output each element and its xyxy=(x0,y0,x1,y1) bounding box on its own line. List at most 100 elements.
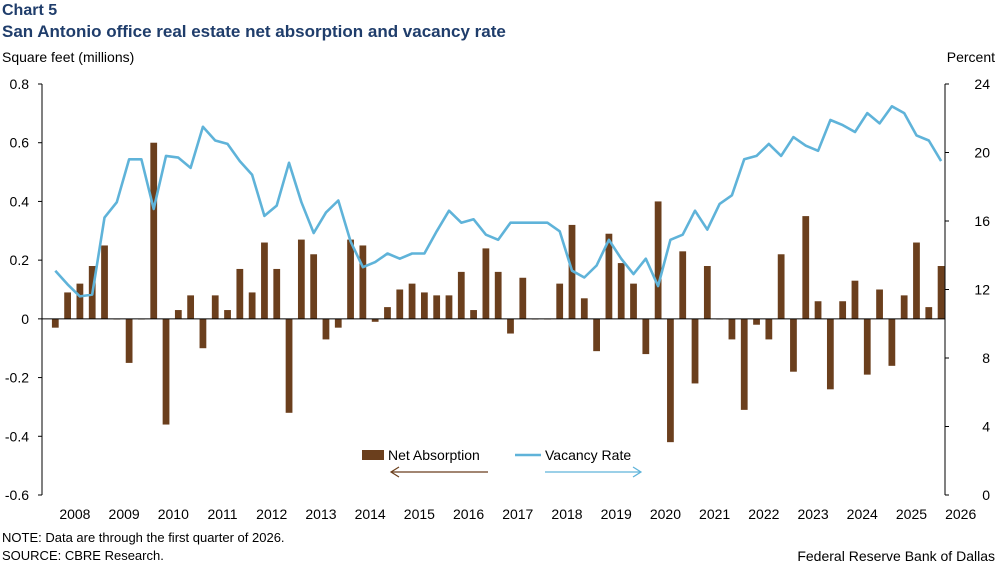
x-tick-label: 2010 xyxy=(158,506,189,522)
left-tick-label: 0.4 xyxy=(10,193,30,209)
net-absorption-bar xyxy=(753,318,760,325)
net-absorption-bar xyxy=(630,283,637,319)
right-tick-label: 0 xyxy=(982,487,990,503)
net-absorption-bar xyxy=(556,283,564,319)
net-absorption-bar xyxy=(248,292,256,319)
net-absorption-bar xyxy=(863,318,871,375)
left-tick-label: 0 xyxy=(21,311,29,327)
left-axis-arrow-icon xyxy=(389,466,488,478)
chart-number: Chart 5 xyxy=(2,2,58,19)
net-absorption-bar xyxy=(261,242,268,319)
net-absorption-bar xyxy=(642,318,650,355)
x-tick-label: 2023 xyxy=(797,506,828,522)
vacancy-rate-series-line xyxy=(54,105,943,298)
net-absorption-bar xyxy=(150,142,158,319)
legend-net-absorption-swatch xyxy=(362,450,384,460)
arrow-head xyxy=(389,466,400,478)
net-absorption-bar xyxy=(691,318,699,384)
left-tick-label: 0.2 xyxy=(10,252,30,268)
left-tick-label: -0.2 xyxy=(5,370,29,386)
net-absorption-bar xyxy=(839,301,847,319)
left-axis-label: Square feet (millions) xyxy=(2,49,135,65)
net-absorption-bar xyxy=(802,216,810,319)
legend-vacancy-rate-label: Vacancy Rate xyxy=(545,447,631,463)
net-absorption-bar xyxy=(913,242,920,319)
net-absorption-bar xyxy=(297,239,305,319)
x-tick-label: 2016 xyxy=(453,506,484,522)
x-tick-label: 2017 xyxy=(502,506,533,522)
net-absorption-bar xyxy=(605,233,613,319)
net-absorption-bar xyxy=(408,283,416,319)
net-absorption-bar xyxy=(236,268,244,319)
arrow-head xyxy=(632,466,643,478)
x-tick-label: 2009 xyxy=(109,506,140,522)
net-absorption-bar xyxy=(187,295,195,319)
credit: Federal Reserve Bank of Dallas xyxy=(797,548,995,564)
net-absorption-bar xyxy=(125,318,133,363)
net-absorption-bar xyxy=(64,292,71,319)
net-absorption-bar xyxy=(322,318,330,340)
net-absorption-bar xyxy=(359,245,367,319)
net-absorption-bar xyxy=(507,318,514,334)
right-tick-label: 4 xyxy=(982,419,990,435)
net-absorption-bar xyxy=(826,318,834,390)
x-tick-label: 2020 xyxy=(650,506,681,522)
x-tick-label: 2025 xyxy=(896,506,927,522)
net-absorption-bar xyxy=(457,271,465,319)
x-tick-label: 2024 xyxy=(847,506,878,522)
net-absorption-bar xyxy=(433,295,441,319)
net-absorption-bar xyxy=(679,251,687,319)
left-tick-label: -0.6 xyxy=(5,487,29,503)
net-absorption-bar xyxy=(740,318,748,410)
net-absorption-bar xyxy=(851,280,859,319)
net-absorption-bar xyxy=(580,298,588,319)
net-absorption-bar xyxy=(310,254,318,319)
net-absorption-bars xyxy=(51,142,945,443)
right-tick-label: 24 xyxy=(974,76,990,92)
x-tick-label: 2015 xyxy=(404,506,435,522)
right-tick-label: 12 xyxy=(974,282,990,298)
x-tick-label: 2014 xyxy=(355,506,386,522)
x-tick-label: 2008 xyxy=(59,506,90,522)
net-absorption-bar xyxy=(937,266,945,319)
vacancy-rate-line xyxy=(54,105,943,298)
net-absorption-bar xyxy=(654,201,662,319)
right-axis-label: Percent xyxy=(946,49,995,65)
net-absorption-bar xyxy=(519,277,527,319)
net-absorption-bar xyxy=(876,289,883,319)
net-absorption-bar xyxy=(334,318,342,328)
net-absorption-bar xyxy=(470,310,477,319)
net-absorption-bar xyxy=(384,307,391,319)
net-absorption-bar xyxy=(371,318,379,322)
x-tick-label: 2018 xyxy=(551,506,582,522)
net-absorption-bar xyxy=(273,268,281,319)
net-absorption-bar xyxy=(101,245,108,319)
net-absorption-bar xyxy=(76,283,84,319)
net-absorption-bar xyxy=(347,239,354,319)
net-absorption-bar xyxy=(420,292,428,319)
net-absorption-bar xyxy=(593,318,600,352)
chart-title: San Antonio office real estate net absor… xyxy=(2,22,506,41)
x-tick-label: 2019 xyxy=(601,506,632,522)
net-absorption-bar xyxy=(482,248,490,319)
net-absorption-bar xyxy=(396,289,404,319)
x-tick-label: 2022 xyxy=(748,506,779,522)
net-absorption-bar xyxy=(211,295,219,319)
right-tick-label: 8 xyxy=(982,350,990,366)
net-absorption-bar xyxy=(667,318,674,443)
x-tick-label: 2026 xyxy=(945,506,976,522)
net-absorption-bar xyxy=(224,310,231,319)
legend-net-absorption-label: Net Absorption xyxy=(388,447,480,463)
net-absorption-bar xyxy=(900,295,908,319)
net-absorption-bar xyxy=(199,318,207,349)
net-absorption-bar xyxy=(174,310,182,319)
net-absorption-bar xyxy=(617,263,625,319)
net-absorption-bar xyxy=(51,318,59,328)
net-absorption-bar xyxy=(445,295,453,319)
net-absorption-bar xyxy=(888,318,896,366)
footnote: NOTE: Data are through the first quarter… xyxy=(2,530,285,545)
legend: Net Absorption Vacancy Rate xyxy=(362,447,643,478)
net-absorption-bar xyxy=(777,254,785,319)
chart-axes: 0.80.60.40.20-0.2-0.4-0.6242016128402008… xyxy=(5,76,990,522)
